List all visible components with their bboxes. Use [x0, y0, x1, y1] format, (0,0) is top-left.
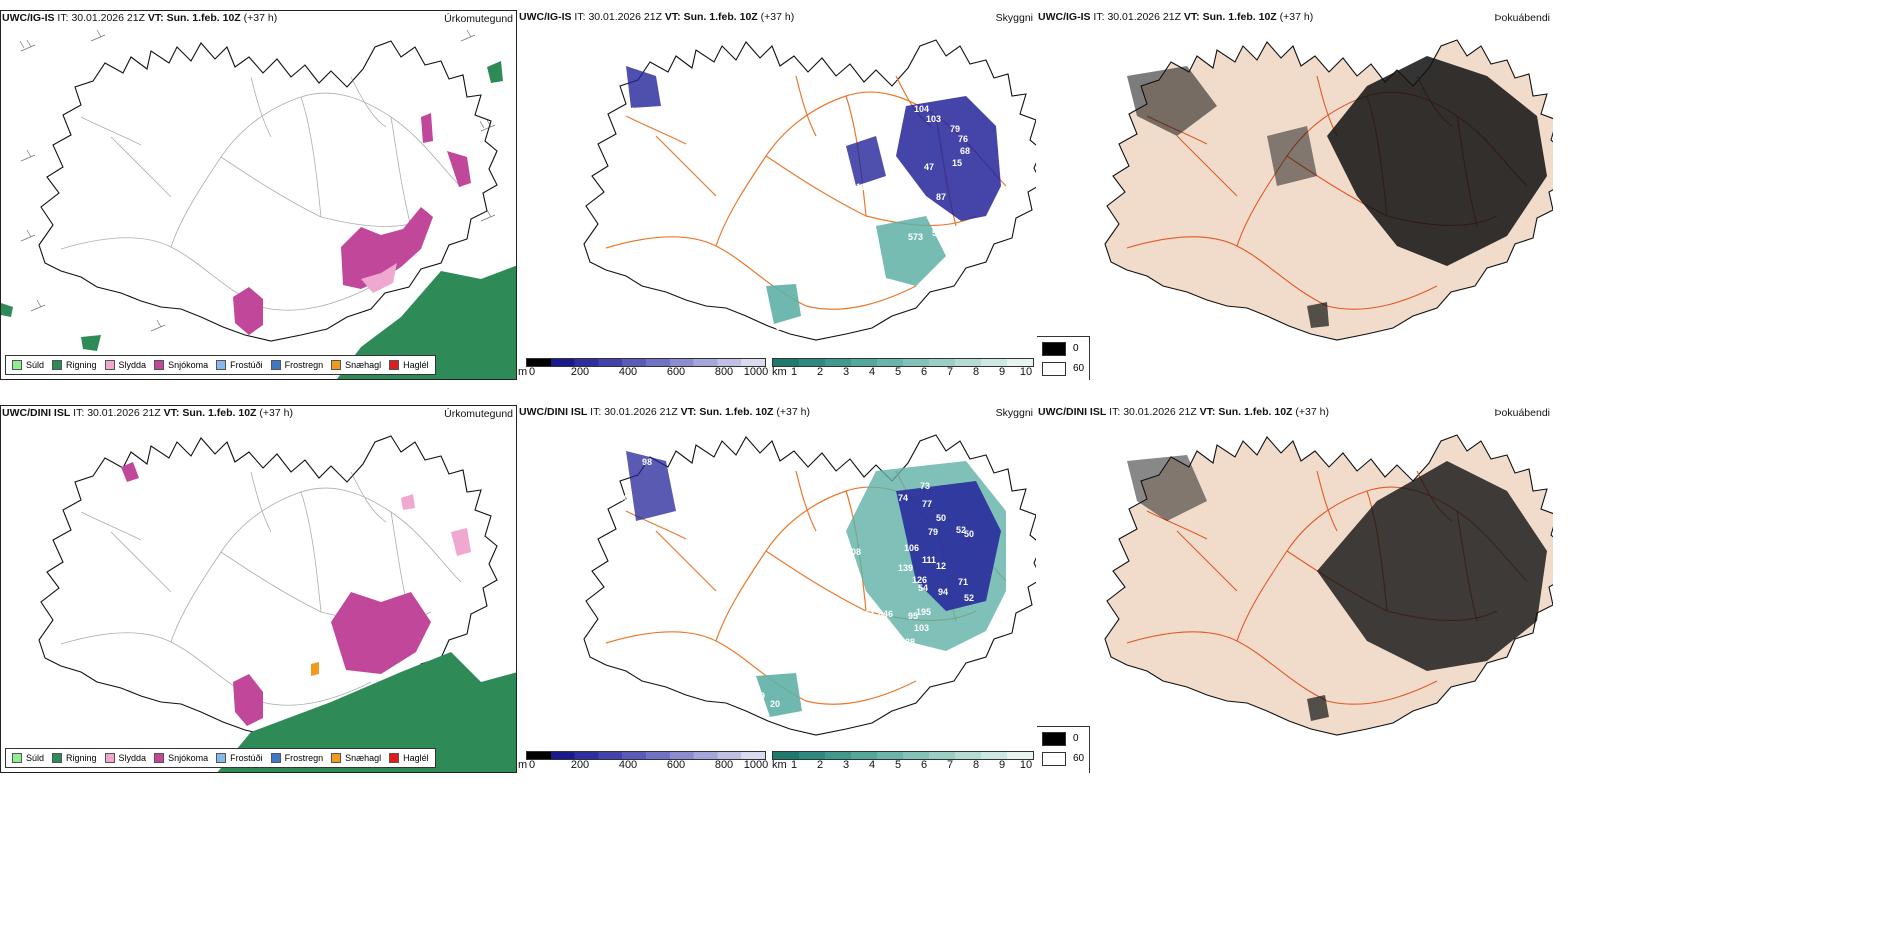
visibility-value-label: 76: [958, 134, 968, 144]
visibility-labels-top: 1041672221141041037976681547879151217573…: [630, 104, 970, 332]
panel-title-top-left: UWC/IG-IS IT: 30.01.2026 21Z VT: Sun. 1.…: [2, 12, 278, 24]
visibility-value-label: 217: [868, 258, 883, 268]
fog-legend-top: 0 60: [1037, 336, 1090, 380]
precip-legend: Súld Rigning Slydda Snjókoma Frostúði Fr…: [5, 355, 436, 375]
visibility-value-label: 100: [614, 493, 629, 503]
panel-type-label: Skyggni: [995, 407, 1033, 419]
visibility-value-label: 151: [860, 609, 875, 619]
visibility-value-label: 94: [938, 587, 948, 597]
precip-legend-bottom: Súld Rigning Slydda Snjókoma Frostúði Fr…: [5, 748, 436, 768]
fog-panel-bottom: UWC/DINI ISL IT: 30.01.2026 21Z VT: Sun.…: [1037, 405, 1553, 773]
visibility-value-label: 20: [770, 699, 780, 709]
visibility-value-label: 104: [630, 106, 645, 116]
visibility-panel-top: UWC/IG-IS IT: 30.01.2026 21Z VT: Sun. 1.…: [518, 10, 1036, 380]
legend-item-freezing-drizzle: Frostúði: [216, 360, 263, 370]
visibility-value-label: 52: [964, 593, 974, 603]
visibility-value-label: 74: [898, 493, 908, 503]
visibility-value-label: 98: [642, 457, 652, 467]
colorbar-km-unit: km: [772, 366, 787, 378]
visibility-value-label: 73: [920, 481, 930, 491]
visibility-value-label: 32: [776, 322, 786, 332]
visibility-value-label: 16: [646, 115, 656, 125]
legend-item-sleet: Slydda: [104, 360, 146, 370]
visibility-value-label: 15: [952, 158, 962, 168]
panel-title-top-right: UWC/IG-IS IT: 30.01.2026 21Z VT: Sun. 1.…: [1038, 11, 1314, 23]
visibility-value-label: 108: [846, 547, 861, 557]
legend-item-freezing-rain: Frostregn: [270, 360, 323, 370]
visibility-map-top: 1041672221141041037976681547879151217573…: [583, 39, 1036, 341]
visibility-value-label: 37: [834, 611, 844, 621]
visibility-value-label: 79: [950, 124, 960, 134]
visibility-value-label: 126: [912, 575, 927, 585]
visibility-value-label: 95: [908, 611, 918, 621]
visibility-value-label: 136: [818, 539, 833, 549]
visibility-value-label: 47: [924, 162, 934, 172]
legend-item-hail: Haglél: [389, 360, 429, 370]
visibility-value-label: 104: [914, 104, 929, 114]
visibility-value-label: 52: [956, 525, 966, 535]
panel-title-bottom-middle: UWC/DINI ISL IT: 30.01.2026 21Z VT: Sun.…: [519, 406, 810, 418]
precip-type-map-bottom: [38, 435, 516, 772]
visibility-value-label: 392: [868, 278, 883, 288]
visibility-value-label: 91: [938, 212, 948, 222]
visibility-value-label: 22: [818, 158, 828, 168]
visibility-value-label: 72: [794, 127, 804, 137]
visibility-value-label: 390: [876, 663, 891, 673]
precip-type-map: [1, 29, 516, 379]
snow-area-east: [341, 207, 433, 289]
visibility-value-label: 573: [908, 232, 923, 242]
visibility-value-label: 188: [900, 637, 915, 647]
visibility-value-label: 54: [918, 583, 928, 593]
visibility-value-label: 106: [904, 543, 919, 553]
fog-map-top: [1104, 39, 1553, 341]
fog-map-bottom: [1104, 434, 1553, 736]
panel-type-label: Úrkomutegund: [444, 408, 513, 420]
panel-type-label: Úrkomutegund: [444, 13, 513, 25]
visibility-colorbar-top: [518, 356, 1036, 378]
precip-type-panel-bottom: UWC/DINI ISL IT: 30.01.2026 21Z VT: Sun.…: [0, 405, 517, 773]
visibility-value-label: 87: [936, 192, 946, 202]
fog-legend-bottom: 0 60: [1037, 726, 1090, 773]
visibility-value-label: 114: [856, 182, 871, 192]
sleet-area: [361, 263, 397, 293]
snow-area-south: [233, 287, 263, 335]
visibility-value-label: 195: [916, 607, 931, 617]
panel-type-label: Þokuábendi: [1494, 407, 1550, 419]
visibility-value-label: 646: [878, 609, 893, 619]
visibility-value-label: 77: [922, 499, 932, 509]
panel-title-top-middle: UWC/IG-IS IT: 30.01.2026 21Z VT: Sun. 1.…: [519, 11, 795, 23]
panel-title-bottom-left: UWC/DINI ISL IT: 30.01.2026 21Z VT: Sun.…: [2, 407, 293, 419]
visibility-value-label: 229: [750, 691, 765, 701]
colorbar-m: [526, 358, 766, 367]
legend-item-drizzle: Súld: [12, 360, 44, 370]
colorbar-m-unit: m: [518, 366, 528, 378]
visibility-value-label: 389: [868, 647, 883, 657]
precip-type-panel-top: UWC/IG-IS IT: 30.01.2026 21Z VT: Sun. 1.…: [0, 10, 517, 380]
panel-type-label: Þokuábendi: [1494, 12, 1550, 24]
visibility-value-label: 51: [932, 228, 942, 238]
visibility-value-label: 71: [958, 577, 968, 587]
colorbar-km: [772, 358, 1034, 367]
rain-area-south: [337, 265, 516, 379]
fog-panel-top: UWC/IG-IS IT: 30.01.2026 21Z VT: Sun. 1.…: [1037, 10, 1553, 380]
visibility-value-label: 111: [922, 555, 936, 565]
visibility-value-label: 50: [964, 529, 974, 539]
visibility-value-label: 50: [936, 513, 946, 523]
panel-title-bottom-right: UWC/DINI ISL IT: 30.01.2026 21Z VT: Sun.…: [1038, 406, 1329, 418]
panel-type-label: Skyggni: [995, 12, 1033, 24]
visibility-panel-bottom: UWC/DINI ISL IT: 30.01.2026 21Z VT: Sun.…: [518, 405, 1036, 773]
legend-item-snow-pellets: Snæhagl: [331, 360, 381, 370]
visibility-value-label: 139: [898, 563, 913, 573]
visibility-value-label: 68: [960, 146, 970, 156]
legend-item-snow: Snjókoma: [154, 360, 208, 370]
legend-item-rain: Rigning: [52, 360, 97, 370]
visibility-value-label: 103: [926, 114, 941, 124]
visibility-value-label: 103: [914, 623, 929, 633]
visibility-value-label: 12: [936, 561, 946, 571]
visibility-value-label: 79: [928, 527, 938, 537]
